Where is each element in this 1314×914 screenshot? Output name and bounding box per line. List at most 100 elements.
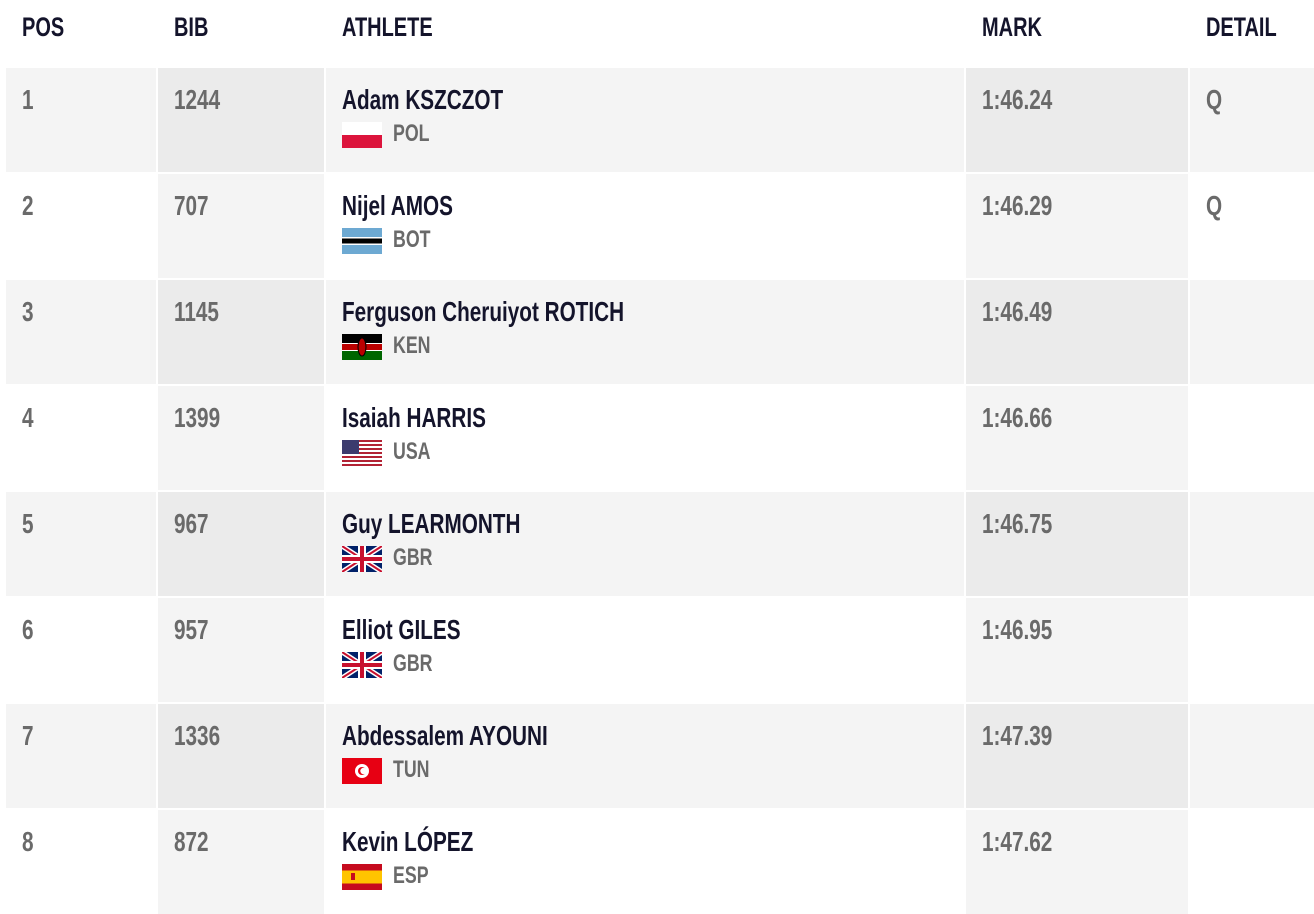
result-row: 8 872 Kevin LÓPEZ ESP 1:47.62 (0, 810, 1314, 914)
mark-text: 1:46.95 (982, 614, 1053, 645)
flag (342, 334, 382, 360)
position: 3 (22, 296, 38, 328)
country-code-text: TUN (393, 756, 430, 783)
flag (342, 758, 382, 784)
bib-text: 1399 (174, 402, 221, 433)
header-text: DETAIL (1206, 12, 1277, 42)
result-row: 1 1244 Adam KSZCZOT POL 1:46.24 Q (0, 68, 1314, 172)
mark-cell: 1:46.49 (966, 280, 1188, 384)
result-row: 3 1145 Ferguson Cheruiyot ROTICH KEN 1:46.49 (0, 280, 1314, 384)
position: 6 (22, 614, 38, 646)
position-text: 4 (22, 402, 34, 433)
athlete-name-text: Kevin LÓPEZ (342, 826, 474, 857)
athlete-cell: Isaiah HARRIS USA (326, 386, 964, 490)
athlete-cell: Ferguson Cheruiyot ROTICH KEN (326, 280, 964, 384)
detail-text: Q (1206, 190, 1223, 221)
pos-cell: 5 (6, 492, 156, 596)
mark: 1:47.39 (982, 720, 1077, 752)
detail-cell (1190, 810, 1314, 914)
result-row: 7 1336 Abdessalem AYOUNI TUN 1:47.39 (0, 704, 1314, 808)
position: 5 (22, 508, 38, 540)
bib-text: 957 (174, 614, 209, 645)
athlete-name: Adam KSZCZOT (342, 84, 560, 116)
mark-cell: 1:46.29 (966, 174, 1188, 278)
country-code: ESP (393, 862, 441, 890)
header-detail: DETAIL (1206, 12, 1302, 43)
bib: 957 (174, 614, 221, 646)
detail-cell (1190, 704, 1314, 808)
mark-text: 1:46.49 (982, 296, 1053, 327)
country-code: USA (393, 438, 444, 466)
mark: 1:46.66 (982, 402, 1077, 434)
athlete-name: Isaiah HARRIS (342, 402, 537, 434)
athlete-name-text: Elliot GILES (342, 614, 461, 645)
bib-cell: 872 (158, 810, 324, 914)
bib-text: 1336 (174, 720, 221, 751)
pos-cell: 6 (6, 598, 156, 702)
pos-cell: 3 (6, 280, 156, 384)
athlete-name-text: Adam KSZCZOT (342, 84, 504, 115)
bib-text: 707 (174, 190, 209, 221)
header-athlete: ATHLETE (342, 12, 465, 43)
athlete-name: Elliot GILES (342, 614, 502, 646)
result-row: 2 707 Nijel AMOS BOT 1:46.29 Q (0, 174, 1314, 278)
position: 2 (22, 190, 38, 222)
country-code: KEN (393, 332, 444, 360)
athlete-cell: Elliot GILES GBR (326, 598, 964, 702)
position-text: 6 (22, 614, 34, 645)
position-text: 2 (22, 190, 34, 221)
detail-cell: Q (1190, 174, 1314, 278)
result-row: 5 967 Guy LEARMONTH GBR 1:46.75 (0, 492, 1314, 596)
mark-cell: 1:46.75 (966, 492, 1188, 596)
country-code-text: BOT (393, 226, 431, 253)
athlete-cell: Abdessalem AYOUNI TUN (326, 704, 964, 808)
header-text: POS (22, 12, 65, 42)
bib-cell: 1244 (158, 68, 324, 172)
bib: 707 (174, 190, 221, 222)
mark-text: 1:46.29 (982, 190, 1053, 221)
flag (342, 864, 382, 890)
country-code: POL (393, 120, 442, 148)
position-text: 3 (22, 296, 34, 327)
athlete-cell: Nijel AMOS BOT (326, 174, 964, 278)
pos-cell: 4 (6, 386, 156, 490)
position-text: 5 (22, 508, 34, 539)
pos-cell: 1 (6, 68, 156, 172)
bib-cell: 957 (158, 598, 324, 702)
position: 7 (22, 720, 38, 752)
mark-cell: 1:47.62 (966, 810, 1188, 914)
bib: 872 (174, 826, 221, 858)
flag (342, 228, 382, 254)
mark-text: 1:46.75 (982, 508, 1053, 539)
flag (342, 652, 382, 678)
mark: 1:47.62 (982, 826, 1077, 858)
country-code-text: POL (393, 120, 430, 147)
detail-cell: Q (1190, 68, 1314, 172)
pos-cell: 8 (6, 810, 156, 914)
detail-cell (1190, 386, 1314, 490)
athlete-cell: Kevin LÓPEZ ESP (326, 810, 964, 914)
position-text: 7 (22, 720, 34, 751)
mark: 1:46.29 (982, 190, 1077, 222)
bib-cell: 1145 (158, 280, 324, 384)
detail-cell (1190, 598, 1314, 702)
detail-cell (1190, 280, 1314, 384)
bib-cell: 1399 (158, 386, 324, 490)
bib-cell: 967 (158, 492, 324, 596)
header-bib: BIB (174, 12, 221, 43)
country-code: BOT (393, 226, 444, 254)
bib-text: 872 (174, 826, 209, 857)
athlete-cell: Adam KSZCZOT POL (326, 68, 964, 172)
athlete-name: Ferguson Cheruiyot ROTICH (342, 296, 723, 328)
mark-text: 1:47.39 (982, 720, 1053, 751)
country-code-text: GBR (393, 544, 433, 571)
header-text: ATHLETE (342, 12, 433, 42)
country-code-text: GBR (393, 650, 433, 677)
position-text: 1 (22, 84, 34, 115)
athlete-name: Kevin LÓPEZ (342, 826, 519, 858)
mark-text: 1:47.62 (982, 826, 1053, 857)
athlete-name: Nijel AMOS (342, 190, 492, 222)
athlete-name-text: Nijel AMOS (342, 190, 453, 221)
athlete-name-text: Guy LEARMONTH (342, 508, 521, 539)
